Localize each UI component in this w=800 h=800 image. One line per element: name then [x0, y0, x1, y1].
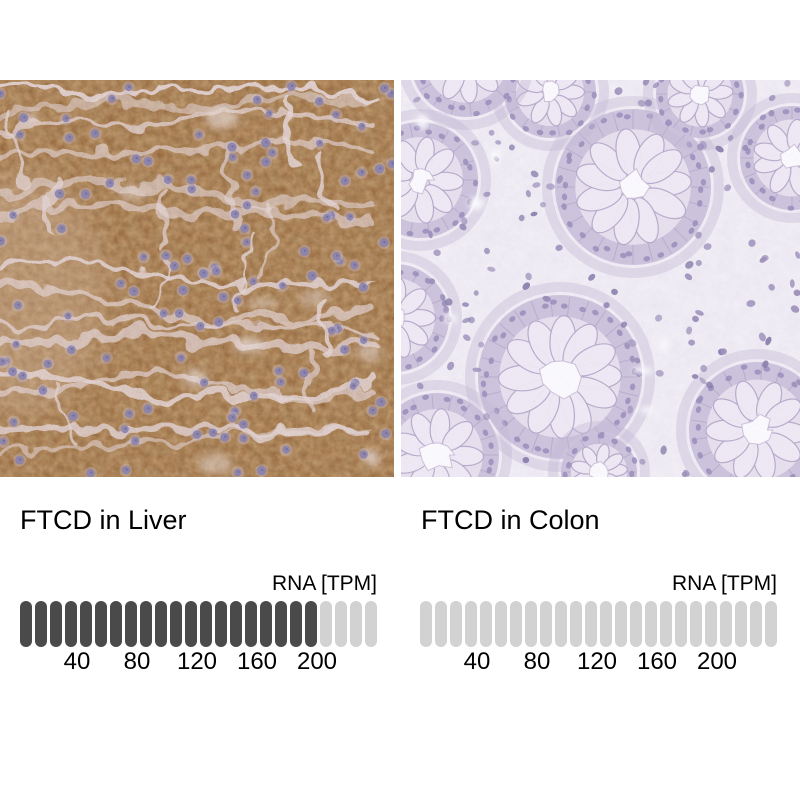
- tpm-segment: [20, 601, 32, 647]
- tick-label: 120: [176, 648, 218, 675]
- tpm-segment: [435, 601, 447, 647]
- tick-label: 200: [696, 648, 738, 675]
- tpm-segment: [260, 601, 272, 647]
- tick-label: 80: [523, 648, 551, 675]
- panel-title-liver: FTCD in Liver: [20, 505, 187, 535]
- tpm-segment: [125, 601, 137, 647]
- tpm-segment: [525, 601, 537, 647]
- tpm-segment: [215, 601, 227, 647]
- tpm-segment: [365, 601, 377, 647]
- tpm-segment: [705, 601, 717, 647]
- tick-label: 200: [296, 648, 338, 675]
- tpm-segment: [305, 601, 317, 647]
- tpm-segment: [350, 601, 362, 647]
- tpm-segment: [245, 601, 257, 647]
- tpm-segment: [600, 601, 612, 647]
- rna-tpm-bar-colon: [420, 601, 777, 647]
- tpm-segment: [65, 601, 77, 647]
- tick-label: 40: [63, 648, 91, 675]
- liver-micrograph: [0, 80, 394, 477]
- tpm-segment: [110, 601, 122, 647]
- tpm-segment: [80, 601, 92, 647]
- tpm-segment: [615, 601, 627, 647]
- tpm-segment: [450, 601, 462, 647]
- tpm-segment: [35, 601, 47, 647]
- tpm-segment: [480, 601, 492, 647]
- tpm-segment: [750, 601, 762, 647]
- tpm-segment: [155, 601, 167, 647]
- tpm-segment: [555, 601, 567, 647]
- tpm-segment: [95, 601, 107, 647]
- tpm-segment: [185, 601, 197, 647]
- tpm-segment: [230, 601, 242, 647]
- tpm-segment: [320, 601, 332, 647]
- tpm-segment: [290, 601, 302, 647]
- tick-label: 40: [463, 648, 491, 675]
- liver-ihc-image[interactable]: [0, 80, 394, 477]
- tpm-segment: [495, 601, 507, 647]
- tpm-segment: [720, 601, 732, 647]
- tpm-segment: [675, 601, 687, 647]
- tpm-segment: [540, 601, 552, 647]
- tpm-segment: [735, 601, 747, 647]
- tpm-segment: [585, 601, 597, 647]
- tpm-segment: [200, 601, 212, 647]
- tpm-segment: [660, 601, 672, 647]
- tpm-segment: [275, 601, 287, 647]
- tpm-segment: [645, 601, 657, 647]
- tpm-segment: [765, 601, 777, 647]
- tpm-segment: [690, 601, 702, 647]
- colon-ihc-image[interactable]: [401, 80, 800, 477]
- tpm-segment: [170, 601, 182, 647]
- tick-label: 80: [123, 648, 151, 675]
- tpm-segment: [140, 601, 152, 647]
- tpm-axis-colon: 40 80 120 160 200: [420, 648, 777, 676]
- tpm-segment: [335, 601, 347, 647]
- tpm-axis-liver: 40 80 120 160 200: [20, 648, 377, 676]
- tpm-segment: [465, 601, 477, 647]
- tick-label: 160: [236, 648, 278, 675]
- tick-label: 160: [636, 648, 678, 675]
- rna-tpm-label-colon: RNA [TPM]: [671, 572, 777, 595]
- tpm-segment: [50, 601, 62, 647]
- tick-label: 120: [576, 648, 618, 675]
- colon-micrograph: [401, 80, 800, 477]
- rna-tpm-bar-liver: [20, 601, 377, 647]
- tpm-segment: [630, 601, 642, 647]
- tpm-segment: [570, 601, 582, 647]
- rna-tpm-label-liver: RNA [TPM]: [271, 572, 377, 595]
- tpm-segment: [420, 601, 432, 647]
- panel-title-colon: FTCD in Colon: [421, 505, 600, 535]
- tpm-segment: [510, 601, 522, 647]
